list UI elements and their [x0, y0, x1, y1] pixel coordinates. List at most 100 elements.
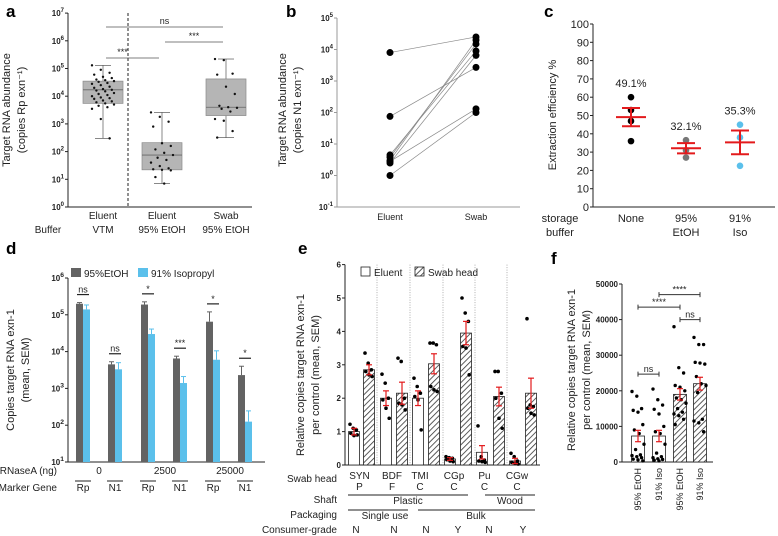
data-point	[216, 73, 219, 76]
row-label: storage	[542, 213, 579, 225]
y-tick-label: 20000	[596, 387, 619, 396]
row-label: Packaging	[290, 510, 337, 521]
legend-swatch-swab-head	[414, 266, 425, 277]
tick-base: 10	[51, 348, 60, 357]
legend-swatch	[71, 268, 81, 277]
y-tick-label: 106	[51, 272, 64, 283]
data-point	[235, 106, 239, 110]
legend-label: 91% Isopropyl	[151, 269, 214, 280]
tick-exponent: 2	[61, 147, 65, 153]
y-tick-label: 102	[321, 108, 334, 118]
x-tick-label: Eluent	[89, 211, 118, 222]
data-point	[149, 111, 153, 114]
x-tick-label: None	[618, 213, 644, 225]
data-point	[224, 85, 228, 88]
data-point	[158, 164, 161, 168]
significance-label: *	[211, 294, 215, 304]
bar-isopropyl	[115, 369, 122, 462]
data-point	[509, 451, 513, 456]
bar-isopropyl	[148, 334, 155, 462]
data-point	[222, 58, 225, 62]
tick-base: 10	[321, 172, 330, 181]
tick-exponent: 1	[60, 456, 64, 463]
data-point	[684, 401, 688, 405]
data-point	[222, 119, 225, 122]
data-point	[493, 369, 497, 374]
data-point	[380, 372, 384, 376]
panel-label-f: f	[551, 249, 557, 268]
data-point	[477, 459, 481, 463]
data-point	[531, 404, 536, 409]
data-point	[415, 384, 420, 389]
data-point	[480, 459, 484, 464]
data-point	[677, 365, 681, 370]
data-point	[692, 335, 696, 340]
x-tick-label: 95% EtOH	[675, 468, 685, 511]
data-point	[160, 142, 164, 145]
data-point	[672, 325, 676, 329]
data-point	[101, 75, 105, 79]
data-point	[497, 416, 501, 421]
panel-f-chart: 0 10000 20000 30000 40000 50000 95% EtOH 91% Is…	[566, 280, 713, 511]
data-point	[483, 460, 488, 465]
data-point	[99, 117, 103, 121]
data-point	[515, 459, 520, 463]
data-point	[108, 71, 111, 74]
y-tick-label: 10	[577, 184, 589, 196]
data-point	[386, 396, 391, 401]
swab-head-label: C	[450, 482, 457, 493]
data-point	[231, 129, 234, 133]
mean-value-label: 35.3%	[724, 106, 755, 118]
data-point	[697, 421, 701, 425]
y-tick-label: 100	[571, 19, 589, 31]
data-point	[657, 412, 661, 416]
box	[82, 80, 124, 104]
y-tick-label: 0	[614, 458, 619, 467]
y-tick-label: 5	[337, 294, 342, 303]
y-tick-label: 80	[577, 56, 589, 68]
data-point	[93, 97, 96, 101]
y-tick-label: 103	[52, 119, 65, 129]
data-point	[112, 91, 116, 95]
swab-head-label: C	[513, 482, 520, 493]
data-point	[399, 359, 404, 364]
y-tick-label: 90	[577, 37, 589, 49]
data-point	[529, 411, 533, 416]
significance-label: ns	[78, 285, 88, 295]
y-tick-label: 101	[51, 456, 64, 467]
data-point	[642, 442, 646, 446]
swab-head-label: C	[481, 482, 488, 493]
y-tick-label: 70	[577, 74, 589, 86]
data-point	[444, 454, 448, 459]
rnase-value: 2500	[154, 466, 177, 477]
data-point-eluent	[386, 157, 394, 165]
data-point	[701, 342, 706, 347]
legend-label: 95%EtOH	[84, 269, 128, 280]
packaging-label: Bulk	[466, 511, 486, 522]
swab-head-label: F	[389, 482, 395, 493]
panel-a-chart: 100101102103104105106107EluentVTMEluent9…	[1, 8, 252, 236]
tick-base: 10	[321, 109, 330, 118]
data-point	[349, 431, 353, 436]
bar-ethanol	[108, 364, 115, 462]
data-point	[95, 101, 98, 104]
data-point	[652, 407, 656, 412]
data-point	[630, 453, 634, 458]
swab-head-label: Pu	[478, 471, 490, 482]
data-point	[413, 394, 417, 399]
y-tick-label: 107	[52, 8, 65, 18]
tick-exponent: 3	[61, 119, 65, 125]
y-tick-label: 101	[321, 139, 334, 149]
consumer-grade-value: N	[485, 525, 492, 536]
data-point	[108, 85, 111, 88]
data-point	[692, 419, 696, 423]
y-tick-label: 105	[52, 64, 65, 74]
row-label: Buffer	[35, 225, 62, 236]
marker-gene-value: N1	[109, 483, 122, 494]
data-point-swab	[472, 63, 480, 71]
data-point	[672, 412, 676, 416]
data-point	[736, 162, 744, 170]
x-tick-label: 95%	[675, 213, 697, 225]
data-point	[154, 175, 157, 179]
pair-line	[389, 39, 477, 161]
